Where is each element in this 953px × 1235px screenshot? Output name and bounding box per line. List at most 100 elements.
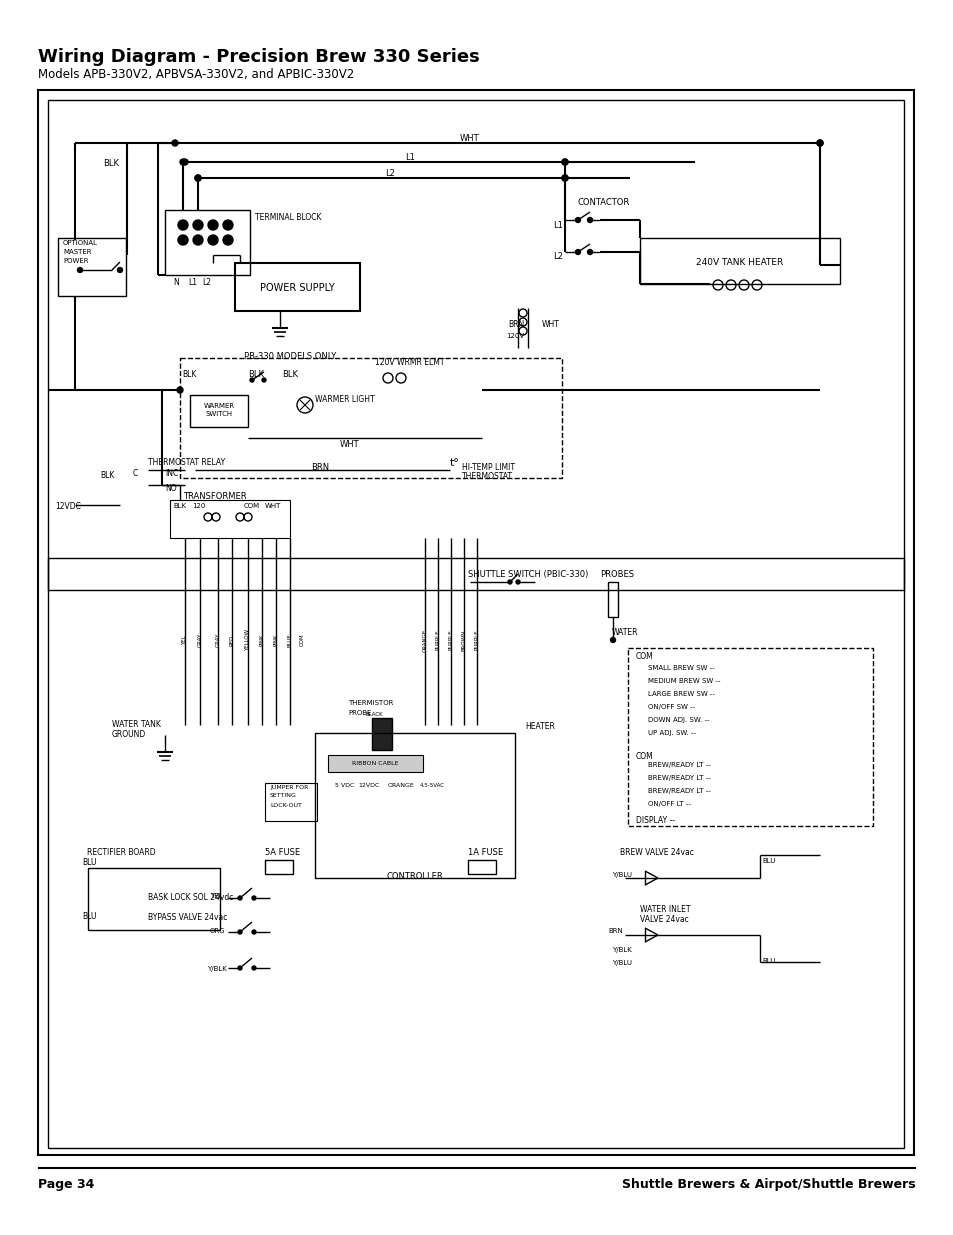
Circle shape [250, 378, 253, 382]
Circle shape [262, 378, 266, 382]
Text: WHT: WHT [459, 135, 479, 143]
Text: ORG: ORG [210, 927, 225, 934]
Text: BROWN: BROWN [461, 630, 466, 651]
Circle shape [193, 235, 203, 245]
Text: GROUND: GROUND [112, 730, 146, 739]
Bar [265, 860, 293, 874]
Text: WATER INLET: WATER INLET [639, 905, 690, 914]
Text: L2: L2 [385, 169, 395, 178]
Text: BLK: BLK [103, 159, 119, 168]
Text: PURPLE: PURPLE [474, 630, 479, 651]
Text: THERMOSTAT RELAY: THERMOSTAT RELAY [148, 458, 225, 467]
Bar [627, 648, 872, 826]
Text: SETTING: SETTING [270, 793, 296, 798]
Text: Y/BLU: Y/BLU [612, 960, 631, 966]
Circle shape [816, 140, 822, 146]
Text: MASTER: MASTER [63, 249, 91, 254]
Text: 120V WRMR ELMT: 120V WRMR ELMT [375, 358, 444, 367]
Text: BLK: BLK [282, 370, 297, 379]
Text: WATER: WATER [612, 629, 638, 637]
Text: 12VDC: 12VDC [357, 783, 379, 788]
Bar [314, 734, 515, 878]
Circle shape [193, 220, 203, 230]
Text: ORANGE: ORANGE [422, 629, 427, 652]
Text: SMALL BREW SW --: SMALL BREW SW -- [647, 664, 714, 671]
Text: BRN: BRN [507, 320, 524, 329]
Text: TRANSFORMER: TRANSFORMER [183, 492, 247, 501]
Circle shape [194, 175, 201, 182]
Text: BREW/READY LT --: BREW/READY LT -- [647, 776, 710, 781]
Circle shape [575, 217, 579, 222]
Text: OPTIONAL: OPTIONAL [63, 240, 98, 246]
Bar [165, 210, 250, 275]
Text: JUMPER FOR: JUMPER FOR [270, 785, 308, 790]
Text: DOWN ADJ. SW. --: DOWN ADJ. SW. -- [647, 718, 709, 722]
Circle shape [816, 140, 822, 146]
Text: BLU: BLU [761, 958, 775, 965]
Text: POWER: POWER [63, 258, 89, 264]
Text: PINK: PINK [274, 634, 278, 646]
Circle shape [252, 930, 255, 934]
Text: POWER SUPPLY: POWER SUPPLY [259, 283, 334, 293]
Bar [48, 558, 903, 1149]
Circle shape [587, 249, 592, 254]
Text: GRAY: GRAY [215, 632, 220, 647]
Text: 4.5-5VAC: 4.5-5VAC [419, 783, 444, 788]
Text: BLUE: BLUE [287, 634, 293, 647]
Text: HEATER: HEATER [524, 722, 555, 731]
Text: COM: COM [244, 503, 260, 509]
Text: BLK: BLK [100, 471, 114, 480]
Text: WHT: WHT [340, 440, 359, 450]
Circle shape [561, 175, 567, 182]
Circle shape [177, 387, 183, 393]
Circle shape [610, 637, 615, 642]
Bar [48, 100, 903, 590]
Circle shape [587, 217, 592, 222]
Bar [190, 395, 248, 427]
Text: WARMER: WARMER [203, 403, 234, 409]
Text: N: N [172, 278, 178, 287]
Circle shape [237, 930, 242, 934]
Text: RIBBON CABLE: RIBBON CABLE [352, 761, 397, 766]
Text: Page 34: Page 34 [38, 1178, 94, 1191]
Bar [38, 90, 913, 1155]
Circle shape [208, 235, 218, 245]
Text: C: C [132, 469, 138, 478]
Text: BREW/READY LT --: BREW/READY LT -- [647, 788, 710, 794]
Text: PURPLE: PURPLE [448, 630, 453, 651]
Text: YELLOW: YELLOW [245, 629, 251, 651]
Bar [88, 868, 220, 930]
Circle shape [178, 220, 188, 230]
Text: BRN: BRN [607, 927, 622, 934]
Text: BLU: BLU [82, 858, 96, 867]
Text: Shuttle Brewers & Airpot/Shuttle Brewers: Shuttle Brewers & Airpot/Shuttle Brewers [621, 1178, 915, 1191]
Text: PURPLE: PURPLE [435, 630, 440, 651]
Text: COM: COM [299, 634, 304, 646]
Text: ON/OFF SW --: ON/OFF SW -- [647, 704, 695, 710]
Text: Models APB-330V2, APBVSA-330V2, and APBIC-330V2: Models APB-330V2, APBVSA-330V2, and APBI… [38, 68, 354, 82]
Circle shape [172, 140, 178, 146]
Bar [234, 263, 359, 311]
Text: PB-330 MODELS ONLY: PB-330 MODELS ONLY [244, 352, 335, 361]
Bar [58, 238, 126, 296]
Bar [170, 500, 290, 538]
Circle shape [252, 897, 255, 900]
Text: Y/BLK: Y/BLK [612, 947, 631, 953]
Text: 5 VDC: 5 VDC [335, 783, 354, 788]
Text: L1: L1 [188, 278, 196, 287]
Text: LARGE BREW SW --: LARGE BREW SW -- [647, 692, 714, 697]
Text: HI-TEMP LIMIT: HI-TEMP LIMIT [461, 463, 515, 472]
Bar [639, 238, 840, 284]
Text: BLK: BLK [172, 503, 186, 509]
Text: INC: INC [165, 469, 178, 478]
Bar [468, 860, 496, 874]
Text: RECTIFIER BOARD: RECTIFIER BOARD [87, 848, 155, 857]
Text: PINK: PINK [259, 634, 264, 646]
Text: BYPASS VALVE 24vac: BYPASS VALVE 24vac [148, 913, 227, 923]
Bar [372, 718, 392, 750]
Text: VALVE 24vac: VALVE 24vac [639, 915, 688, 924]
Bar [607, 582, 618, 618]
Text: ORANGE: ORANGE [388, 783, 415, 788]
Text: BLU: BLU [82, 911, 96, 921]
Text: WHT: WHT [541, 320, 559, 329]
